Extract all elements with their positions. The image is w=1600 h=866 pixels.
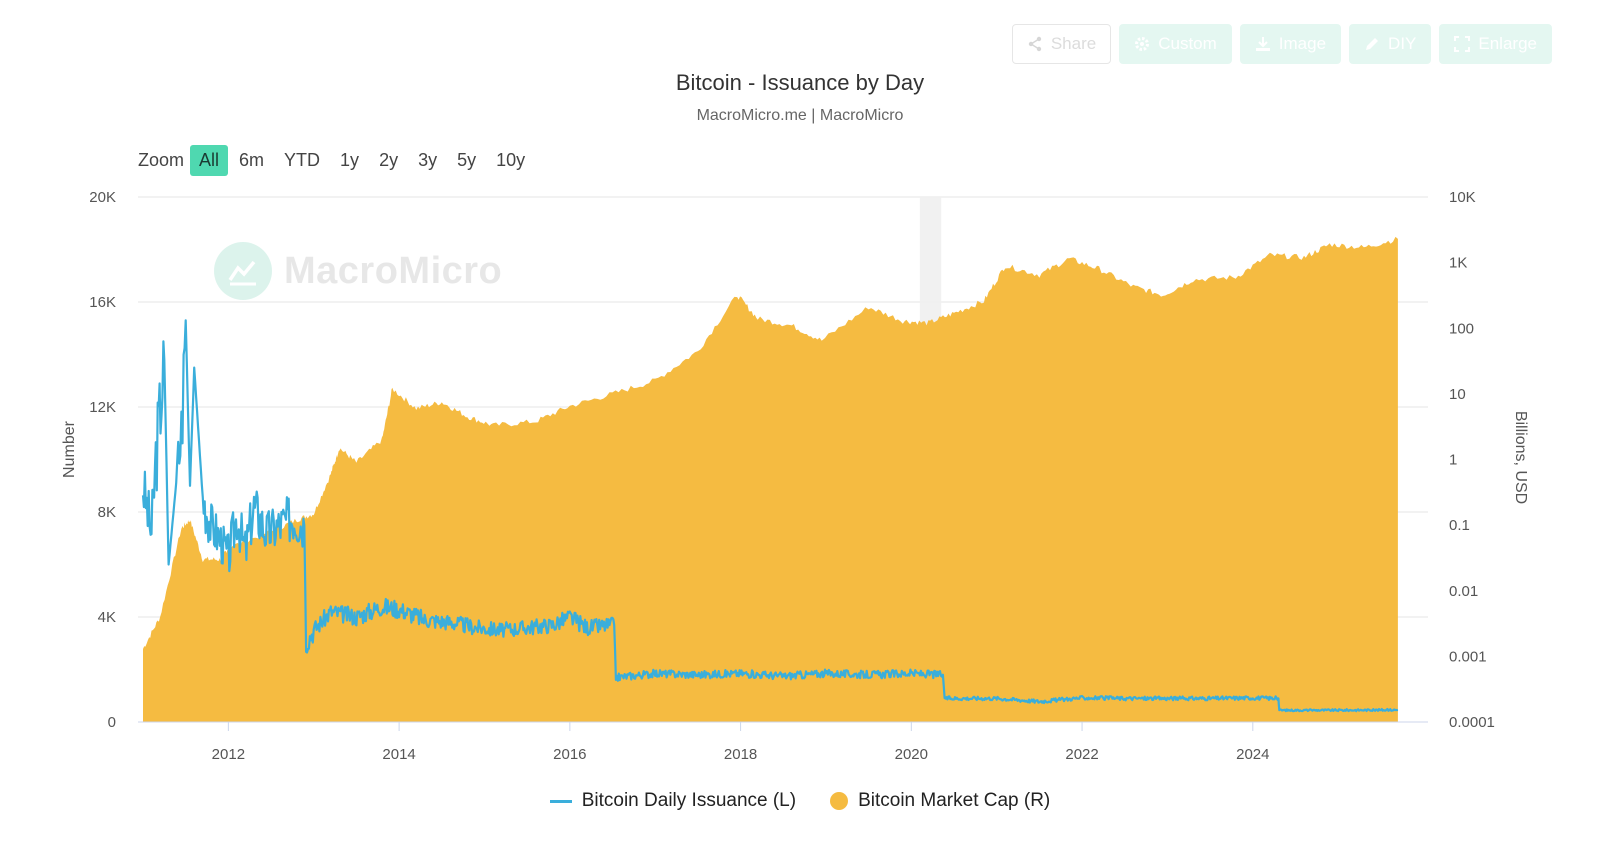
diy-button[interactable]: DIY [1349,24,1432,64]
zoom-selector: Zoom All 6m YTD 1y 2y 3y 5y 10y [138,145,536,176]
y-right-tick-label: 100 [1449,320,1474,337]
y-axis-right-title: Billions, USD [1512,411,1529,504]
x-tick-label: 2022 [1065,746,1098,763]
zoom-6m-button[interactable]: 6m [239,150,265,170]
y-axis-left: 0 4K 8K 12K 16K 20K [89,189,116,731]
y-right-tick-label: 10 [1449,386,1466,403]
zoom-label: Zoom [138,150,185,170]
y-axis-left-title: Number [61,420,78,478]
y-left-tick-label: 20K [89,189,116,206]
custom-button[interactable]: Custom [1119,24,1232,64]
watermark-text: MacroMicro [284,249,503,292]
y-right-tick-label: 0.1 [1449,517,1470,534]
y-right-tick-label: 0.01 [1449,583,1478,600]
x-tick-label: 2014 [382,746,415,763]
toolbar: Share Custom Image DIY Enlarge [1011,24,1552,64]
enlarge-button[interactable]: Enlarge [1439,24,1552,64]
zoom-2y-button[interactable]: 2y [379,150,399,170]
legend-issuance-line-icon [549,799,572,803]
zoom-10y-button[interactable]: 10y [496,150,526,170]
gear-icon [1135,37,1150,51]
x-axis: 2012 2014 2016 2018 2020 2022 2024 [212,722,1269,763]
y-left-tick-label: 4K [98,609,116,626]
y-left-tick-label: 12K [89,399,116,416]
issuance-line[interactable] [141,319,1399,713]
zoom-1y-button[interactable]: 1y [340,150,360,170]
chart-subtitle: MacroMicro.me | MacroMicro [696,107,904,124]
legend-market-cap-dot-icon [830,792,849,810]
legend-item-market-cap[interactable]: Bitcoin Market Cap (R) [830,790,1050,812]
share-label: Share [1050,34,1097,53]
y-left-tick-label: 8K [98,504,116,521]
legend-item-issuance[interactable]: Bitcoin Daily Issuance (L) [549,790,797,812]
y-right-tick-label: 1 [1449,452,1457,469]
y-right-tick-label: 10K [1449,189,1476,206]
x-tick-label: 2012 [212,746,245,763]
share-icon [1028,36,1042,52]
share-button[interactable]: Share [1011,24,1112,64]
macromicro-logo-icon [214,242,272,300]
custom-label: Custom [1158,34,1217,53]
zoom-all-button[interactable]: All [190,145,229,176]
download-icon [1255,37,1270,51]
pencil-icon [1366,38,1379,50]
chart-title: Bitcoin - Issuance by Day [675,70,925,95]
y-right-tick-label: 0.0001 [1449,714,1495,731]
zoom-3y-button[interactable]: 3y [418,150,438,170]
y-right-tick-label: 0.001 [1449,648,1487,665]
image-button[interactable]: Image [1239,24,1342,64]
y-left-tick-label: 16K [89,294,116,311]
x-tick-label: 2020 [895,746,928,763]
market-cap-area[interactable] [143,236,1398,722]
x-tick-label: 2018 [724,746,757,763]
y-right-tick-label: 1K [1449,255,1467,272]
zoom-5y-button[interactable]: 5y [457,150,477,170]
y-left-tick-label: 0 [108,714,116,731]
x-tick-label: 2024 [1236,746,1269,763]
legend-issuance-label: Bitcoin Daily Issuance (L) [581,790,797,811]
image-label: Image [1278,34,1327,53]
y-axis-right: 0.0001 0.001 0.01 0.1 1 10 100 1K 10K [1449,189,1495,731]
diy-label: DIY [1388,34,1417,53]
expand-icon [1454,36,1471,52]
legend: Bitcoin Daily Issuance (L) Bitcoin Marke… [0,790,1600,812]
x-tick-label: 2016 [553,746,586,763]
zoom-ytd-button[interactable]: YTD [284,150,321,170]
watermark: MacroMicro [214,242,502,300]
legend-market-cap-label: Bitcoin Market Cap (R) [858,790,1051,811]
enlarge-label: Enlarge [1478,34,1537,53]
